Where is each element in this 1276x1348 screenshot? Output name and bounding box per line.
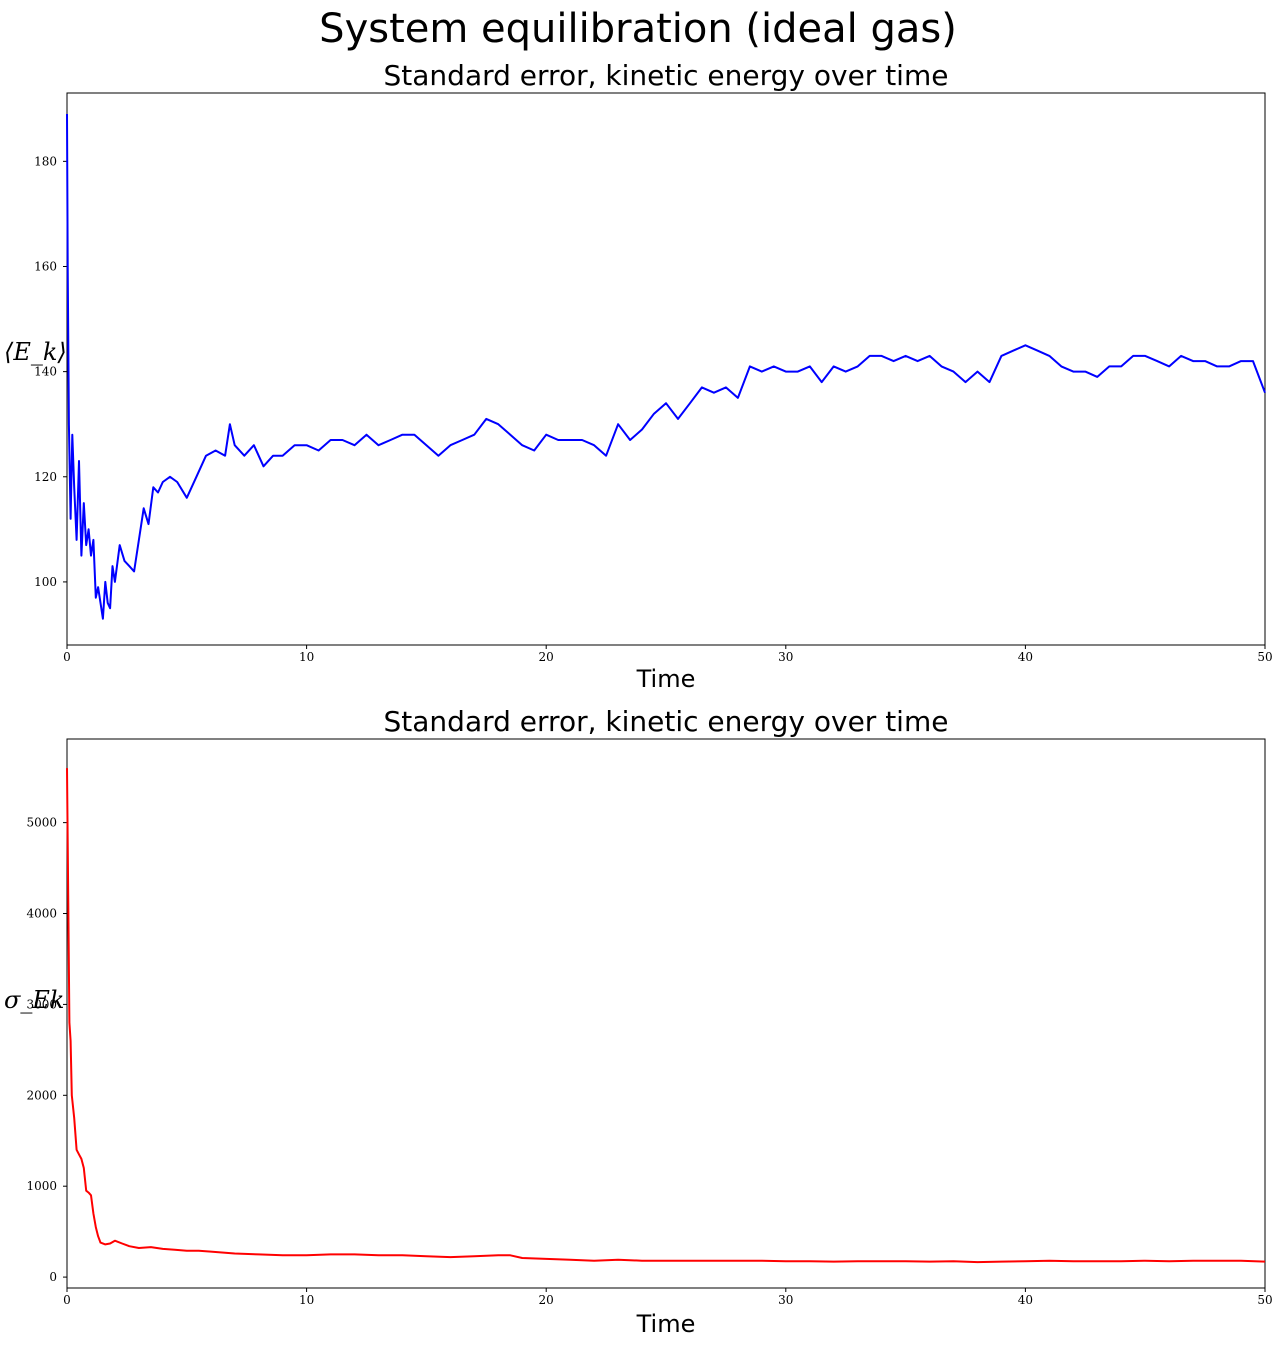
tick-group: 0 10 20 30 40 50 0 1000 2000 3000 4000 5000 — [26, 816, 1272, 1307]
y-tick-label: 160 — [34, 259, 57, 273]
y-tick-label: 120 — [34, 470, 57, 484]
y-axis-label: σ_Ek — [4, 986, 64, 1014]
figure-suptitle: System equilibration (ideal gas) — [319, 6, 957, 52]
y-tick-label: 4000 — [26, 907, 57, 921]
x-tick-label: 50 — [1257, 650, 1272, 664]
series-line — [66, 768, 1266, 1264]
y-tick-label: 2000 — [26, 1088, 57, 1102]
y-axis-label: ⟨E_k⟩ — [4, 338, 67, 366]
y-tick-label: 140 — [34, 365, 57, 379]
panel-title: Standard error, kinetic energy over time — [384, 705, 949, 738]
x-tick-label: 40 — [1018, 650, 1033, 664]
tick-group: 0 10 20 30 40 50 100 120 140 160 180 — [34, 154, 1273, 664]
x-tick-label: 20 — [539, 650, 554, 664]
x-tick-label: 40 — [1018, 1293, 1033, 1307]
y-tick-label: 100 — [34, 575, 57, 589]
y-tick-label: 5000 — [26, 816, 57, 830]
panel-mean-kinetic-energy: Standard error, kinetic energy over time… — [4, 59, 1273, 693]
x-tick-label: 10 — [299, 1293, 314, 1307]
x-tick-label: 0 — [63, 1293, 71, 1307]
y-tick-label: 180 — [34, 154, 57, 168]
y-tick-label: 0 — [49, 1270, 57, 1284]
plot-frame — [66, 92, 1266, 646]
plot-frame — [66, 738, 1266, 1289]
panel-title: Standard error, kinetic energy over time — [384, 59, 949, 92]
x-tick-label: 0 — [63, 650, 71, 664]
x-tick-label: 50 — [1257, 1293, 1272, 1307]
x-tick-label: 30 — [778, 650, 793, 664]
x-axis-label: Time — [636, 1310, 696, 1338]
y-tick-label: 3000 — [26, 997, 57, 1011]
series-line — [66, 113, 1266, 620]
y-tick-label: 1000 — [26, 1179, 57, 1193]
x-axis-label: Time — [636, 665, 696, 693]
x-tick-label: 30 — [778, 1293, 793, 1307]
x-tick-label: 10 — [299, 650, 314, 664]
panel-standard-error: Standard error, kinetic energy over time… — [4, 705, 1273, 1338]
x-tick-label: 20 — [539, 1293, 554, 1307]
